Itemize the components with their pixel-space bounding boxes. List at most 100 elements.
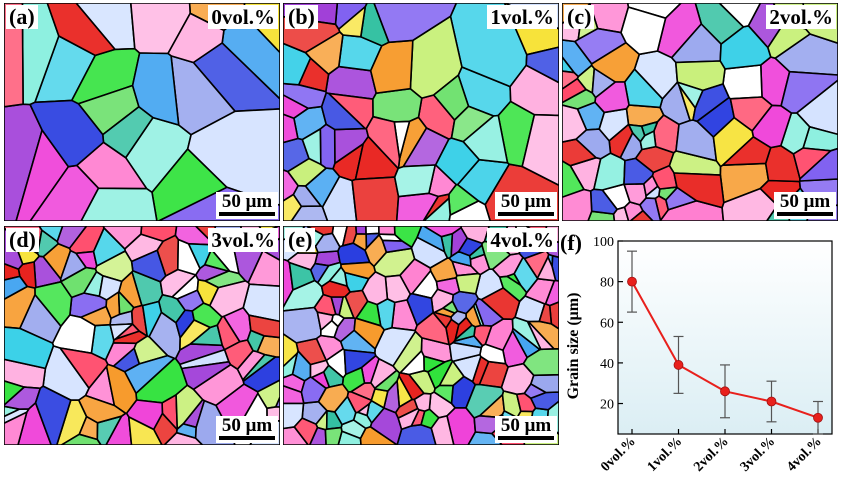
grain: [357, 403, 370, 417]
y-tick-label: 60: [600, 316, 614, 331]
y-tick-label: 40: [600, 357, 614, 372]
grain: [462, 114, 509, 164]
grain: [351, 176, 400, 221]
grain: [590, 41, 641, 83]
panel-label: (d): [6, 228, 39, 252]
panel-label: (c): [564, 5, 595, 29]
grain: [718, 3, 762, 28]
scale-bar-line: [777, 212, 833, 216]
grain: [4, 411, 28, 445]
ebsd-orientation-map: [283, 3, 559, 221]
grain: [562, 104, 588, 143]
scale-bar-line: [498, 212, 554, 216]
grain: [399, 258, 432, 295]
grain: [324, 426, 343, 445]
grain: [692, 83, 730, 123]
grain: [34, 385, 72, 445]
grain: [4, 386, 42, 410]
grain: [448, 341, 483, 363]
grain: [131, 52, 180, 126]
grain: [60, 433, 102, 445]
grain: [301, 128, 322, 166]
grain: [355, 226, 367, 235]
grain: [186, 108, 280, 207]
panel-label: (a): [6, 5, 38, 29]
grain: [799, 147, 838, 182]
scale-bar-label: 50 μm: [779, 191, 831, 212]
grain: [594, 81, 630, 114]
grain: [369, 407, 403, 445]
grain: [575, 128, 612, 160]
ebsd-map-panel-d: (d) 3vol.% 50 μm: [4, 226, 280, 445]
ebsd-map-panel-c: (c) 2vol.% 50 μm: [562, 3, 838, 221]
panel-label: (b): [285, 5, 318, 29]
grain: [141, 300, 163, 338]
data-point: [627, 276, 637, 287]
grain: [4, 326, 55, 370]
grain: [179, 319, 211, 351]
grain: [372, 87, 423, 123]
scale-bar: 50 μm: [774, 192, 836, 219]
grain: [521, 113, 559, 187]
grain: [242, 353, 277, 382]
panel-label: (f): [560, 230, 582, 255]
scale-bar-label: 50 μm: [500, 415, 552, 436]
content-label: 1vol.%: [487, 5, 557, 29]
data-point: [766, 396, 777, 407]
grain: [397, 407, 420, 431]
grain: [453, 324, 476, 342]
grain: [416, 226, 446, 253]
content-label: 0vol.%: [208, 5, 278, 29]
grain: [283, 352, 298, 379]
grain: [309, 359, 330, 379]
scale-bar-line: [219, 212, 275, 216]
grain: [4, 275, 29, 301]
grain: [209, 280, 251, 318]
grain: [378, 226, 396, 236]
grain: [304, 31, 344, 75]
grain: [448, 200, 491, 221]
scale-bar: 50 μm: [495, 416, 557, 443]
scale-bar-line: [498, 436, 554, 440]
data-point: [813, 412, 823, 423]
grain: [29, 99, 105, 168]
grain: [722, 64, 763, 100]
grain: [80, 305, 112, 327]
grain: [620, 6, 667, 56]
grain: [180, 361, 232, 391]
grain: [123, 354, 176, 395]
grain: [673, 172, 725, 209]
ebsd-map-panel-e: (e) 4vol.% 50 μm: [283, 226, 559, 445]
grain: [413, 392, 432, 412]
grain: [435, 276, 461, 296]
scale-bar-label: 50 μm: [221, 191, 273, 212]
grain: [246, 329, 265, 353]
grain: [102, 226, 143, 250]
grain: [448, 250, 472, 267]
grain: [96, 415, 123, 445]
grain: [46, 3, 116, 57]
grain: [381, 239, 413, 254]
grain: [283, 94, 309, 119]
grain: [511, 316, 542, 351]
scale-bar: 50 μm: [216, 416, 278, 443]
grain: [78, 394, 127, 424]
grain: [423, 355, 446, 373]
grain: [98, 274, 123, 301]
grain: [361, 271, 389, 306]
y-axis-label: Grain size (μm): [565, 293, 582, 400]
data-point: [720, 386, 730, 397]
ebsd-map-panel-a: (a) 0vol.% 50 μm: [4, 3, 280, 221]
grain: [328, 266, 348, 287]
grain: [373, 3, 458, 44]
y-tick-label: 100: [593, 235, 614, 250]
y-tick-label: 80: [600, 276, 614, 291]
grain: [455, 272, 482, 295]
grain: [430, 415, 455, 445]
ebsd-orientation-map: [283, 226, 559, 445]
grain: [623, 157, 655, 186]
grain: [314, 232, 341, 254]
content-label: 2vol.%: [766, 5, 836, 29]
grain: [38, 226, 64, 243]
